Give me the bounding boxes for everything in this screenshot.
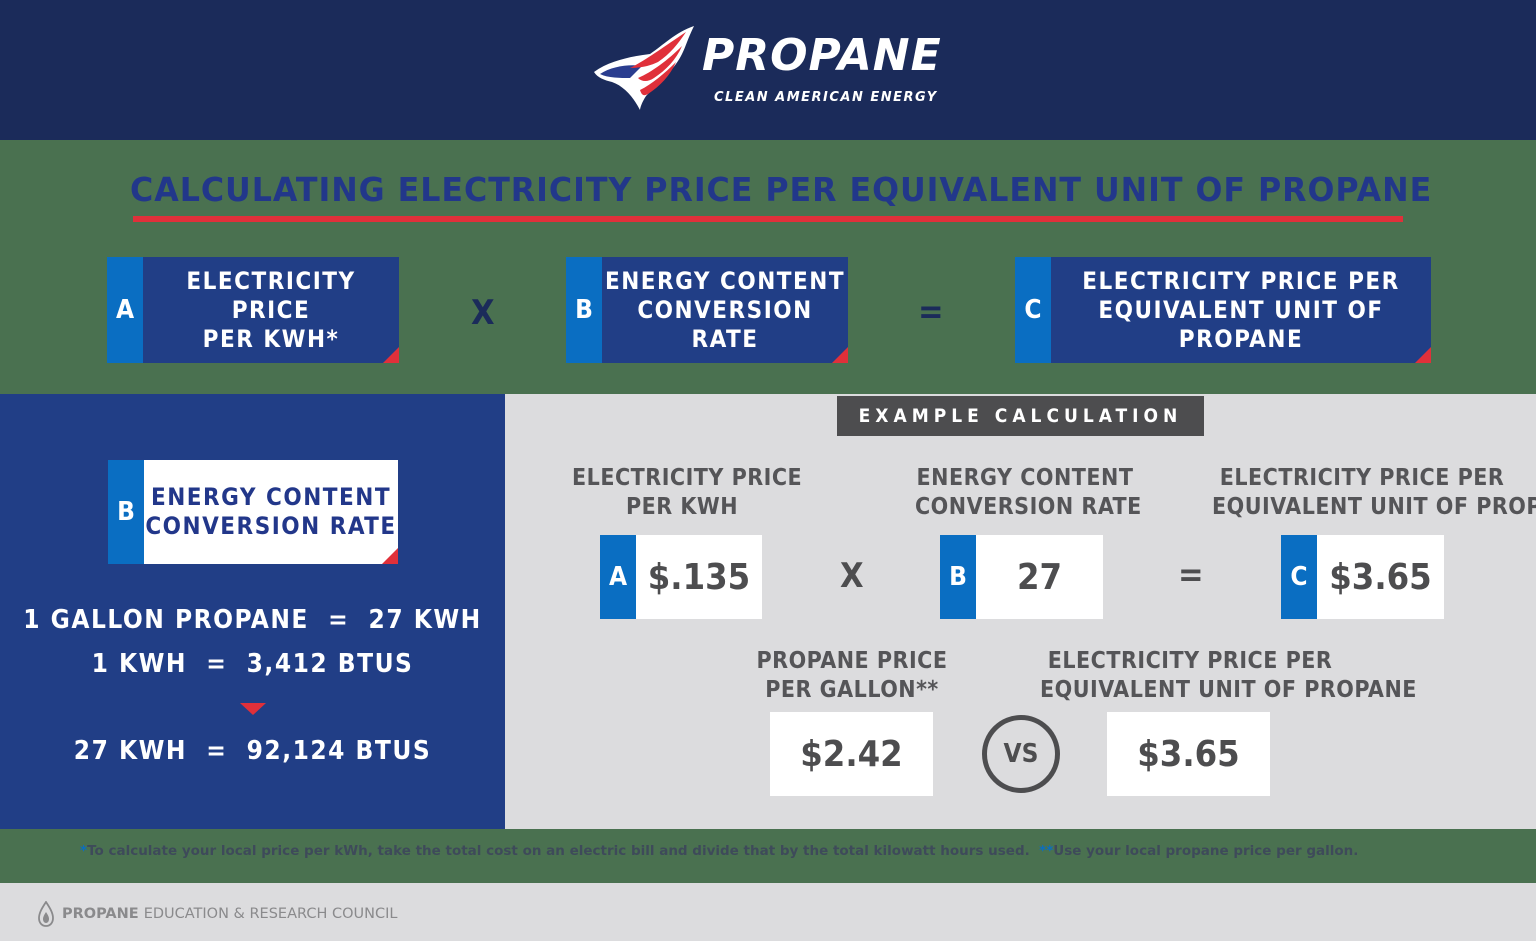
example-label-b: ENERGY CONTENT CONVERSION RATE (915, 465, 1142, 520)
footnote-text: *To calculate your local price per kWh, … (80, 843, 1359, 859)
example-calculation-tag: EXAMPLE CALCULATION (837, 396, 1204, 436)
footnote-2: Use your local propane price per gallon. (1053, 843, 1359, 859)
example-label-c: ELECTRICITY PRICE PER EQUIVALENT UNIT OF … (1212, 465, 1536, 520)
example-letter-c: C (1281, 535, 1317, 619)
conversion-result: 27 KWH = 92,124 BTUS (73, 736, 432, 766)
propane-price-value: $2.42 (800, 733, 903, 775)
formula-letter-b: B (566, 257, 602, 363)
title-underline (133, 216, 1403, 222)
conversion-kwh-btu: 1 KWH = 3,412 BTUS (91, 649, 414, 679)
propane-logo: PROPANE CLEAN AMERICAN ENERGY (590, 24, 950, 116)
page-fold-icon (1415, 347, 1431, 363)
formula-box-b: B ENERGY CONTENT CONVERSION RATE (566, 257, 848, 363)
flame-icon (38, 901, 54, 927)
example-letter-b: B (940, 535, 976, 619)
example-value-b: 27 (1016, 556, 1063, 598)
equals-operator: = (918, 292, 944, 332)
example-value-box-a: A $.135 (600, 535, 762, 619)
electricity-equivalent-box: $3.65 (1107, 712, 1270, 796)
example-value-box-c: C $3.65 (1281, 535, 1444, 619)
propane-price-box: $2.42 (770, 712, 933, 796)
example-label-a: ELECTRICITY PRICE PER KWH (572, 465, 803, 520)
formula-letter-a: A (107, 257, 143, 363)
propane-price-label: PROPANE PRICE PER GALLON** (756, 648, 948, 703)
example-value-a: $.135 (647, 556, 751, 598)
electricity-equivalent-label: ELECTRICITY PRICE PER EQUIVALENT UNIT OF … (1040, 648, 1417, 703)
formula-label-c: ELECTRICITY PRICE PER EQUIVALENT UNIT OF … (1082, 266, 1400, 353)
conversion-box-label: ENERGY CONTENT CONVERSION RATE (145, 483, 397, 540)
eagle-flag-icon (594, 26, 694, 110)
footer (0, 883, 1536, 941)
page-fold-icon (832, 347, 848, 363)
example-value-c: $3.65 (1329, 556, 1432, 598)
example-equals-operator: = (1178, 555, 1204, 595)
brand-tagline: CLEAN AMERICAN ENERGY (714, 90, 938, 105)
footer-org-rest: EDUCATION & RESEARCH COUNCIL (143, 906, 398, 922)
perc-logo: PROPANE EDUCATION & RESEARCH COUNCIL (38, 901, 397, 927)
formula-label-b: ENERGY CONTENT CONVERSION RATE (604, 266, 846, 353)
example-multiply-operator: X (840, 556, 864, 596)
conversion-box-b: B ENERGY CONTENT CONVERSION RATE (108, 460, 398, 564)
footnote-1: To calculate your local price per kWh, t… (87, 843, 1030, 859)
down-arrow-icon (240, 703, 266, 715)
formula-letter-c: C (1015, 257, 1051, 363)
brand-wordmark: PROPANE (702, 30, 942, 81)
example-letter-a: A (600, 535, 636, 619)
page-fold-icon (383, 347, 399, 363)
formula-box-c: C ELECTRICITY PRICE PER EQUIVALENT UNIT O… (1015, 257, 1431, 363)
conversion-gallon-kwh: 1 GALLON PROPANE = 27 KWH (23, 605, 482, 635)
multiply-operator: X (471, 293, 495, 333)
footer-org-bold: PROPANE (62, 906, 139, 922)
vs-badge: VS (982, 715, 1060, 793)
electricity-equivalent-value: $3.65 (1137, 733, 1240, 775)
header-banner (0, 0, 1536, 140)
formula-label-a: ELECTRICITY PRICE PER KWH* (186, 266, 356, 353)
conversion-letter-b: B (108, 460, 144, 564)
page-title: CALCULATING ELECTRICITY PRICE PER EQUIVA… (130, 170, 1433, 209)
footnote-band (0, 829, 1536, 883)
example-value-box-b: B 27 (940, 535, 1103, 619)
formula-box-a: A ELECTRICITY PRICE PER KWH* (107, 257, 399, 363)
page-fold-icon (382, 548, 398, 564)
